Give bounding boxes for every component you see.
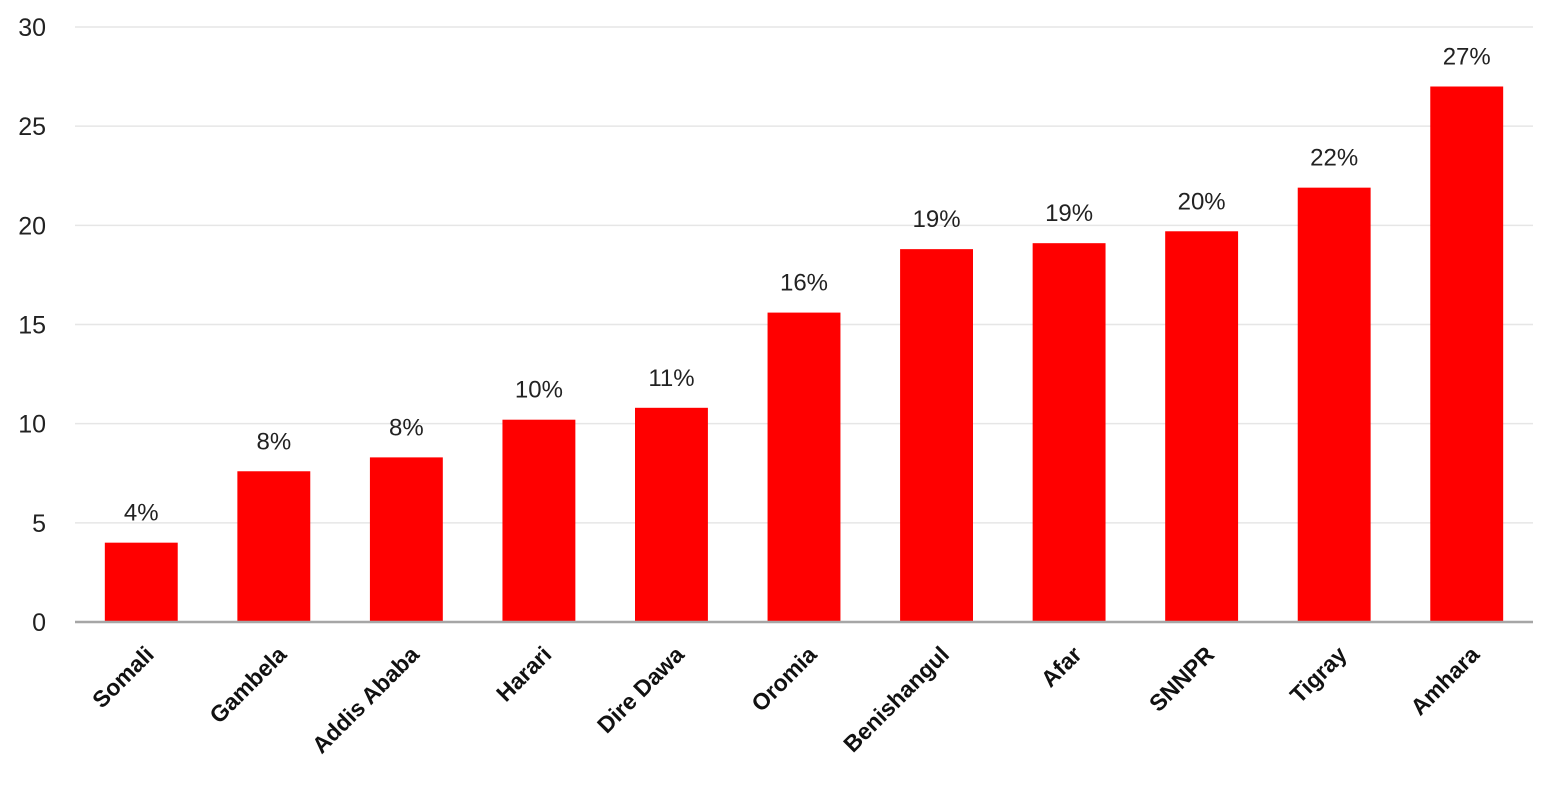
y-tick-label: 5 <box>32 510 46 538</box>
bar-addis-ababa <box>369 457 443 622</box>
y-tick-label: 25 <box>18 113 46 141</box>
data-label: 19% <box>913 206 961 233</box>
bar-somali <box>104 542 178 622</box>
x-tick-label: Harari <box>491 641 556 706</box>
x-tick-label: Amhara <box>1405 641 1484 720</box>
x-tick-label: Gambela <box>204 641 291 728</box>
bar-tigray <box>1297 187 1371 622</box>
data-label: 11% <box>648 365 694 392</box>
data-label: 27% <box>1443 44 1491 71</box>
data-label: 8% <box>389 414 424 441</box>
x-tick-label: Somali <box>87 641 159 713</box>
bar-gambela <box>237 471 311 622</box>
x-axis-ticks: Somali Gambela Addis Ababa Harari Dire Dawa O… <box>87 641 1484 758</box>
y-tick-label: 10 <box>18 411 46 439</box>
data-label: 22% <box>1310 145 1358 172</box>
y-axis-ticks: 0 5 10 15 20 25 30 <box>18 14 46 637</box>
data-label: 8% <box>256 428 291 455</box>
bar-afar <box>1032 243 1106 622</box>
bar-dire-dawa <box>635 407 708 622</box>
x-tick-label: Afar <box>1036 641 1087 692</box>
y-tick-label: 20 <box>18 212 46 240</box>
data-label: 19% <box>1045 200 1093 227</box>
x-tick-label: Benishangul <box>838 641 954 757</box>
bar-amhara <box>1430 86 1504 622</box>
data-label: 16% <box>780 270 828 297</box>
y-tick-label: 15 <box>18 312 46 340</box>
x-tick-label: Dire Dawa <box>592 641 689 738</box>
data-labels: 4% 8% 8% 10% 11% 16% 19% 19% 20% 22% 27% <box>124 44 1491 527</box>
x-tick-label: Addis Ababa <box>307 641 424 758</box>
y-tick-label: 30 <box>18 14 46 42</box>
bar-snnpr <box>1165 231 1239 623</box>
x-tick-label: Oromia <box>746 641 821 716</box>
bar-benishangul <box>900 249 973 622</box>
bar-harari <box>502 419 576 622</box>
x-tick-label: Tigray <box>1285 641 1352 708</box>
data-label: 4% <box>124 500 159 527</box>
x-tick-label: SNNPR <box>1144 641 1220 717</box>
bar-oromia <box>767 312 841 622</box>
data-label: 10% <box>515 377 563 404</box>
bars <box>104 86 1504 623</box>
y-tick-label: 0 <box>32 609 46 637</box>
data-label: 20% <box>1178 188 1226 215</box>
